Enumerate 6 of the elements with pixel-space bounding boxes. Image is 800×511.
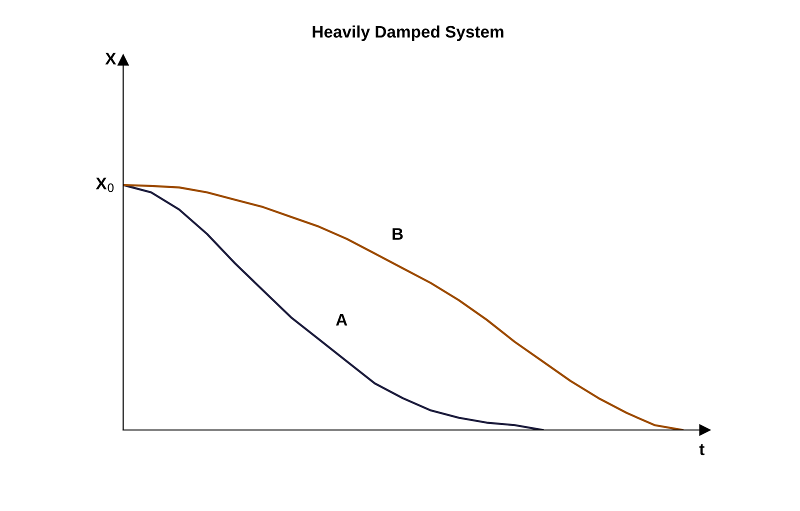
chart-title: Heavily Damped System xyxy=(312,25,504,41)
series-label: B xyxy=(392,228,403,240)
x-axis-title: t xyxy=(699,444,704,456)
series-label: A xyxy=(336,314,348,326)
text: X xyxy=(105,52,116,64)
text: X$_{0}$ xyxy=(96,178,114,192)
